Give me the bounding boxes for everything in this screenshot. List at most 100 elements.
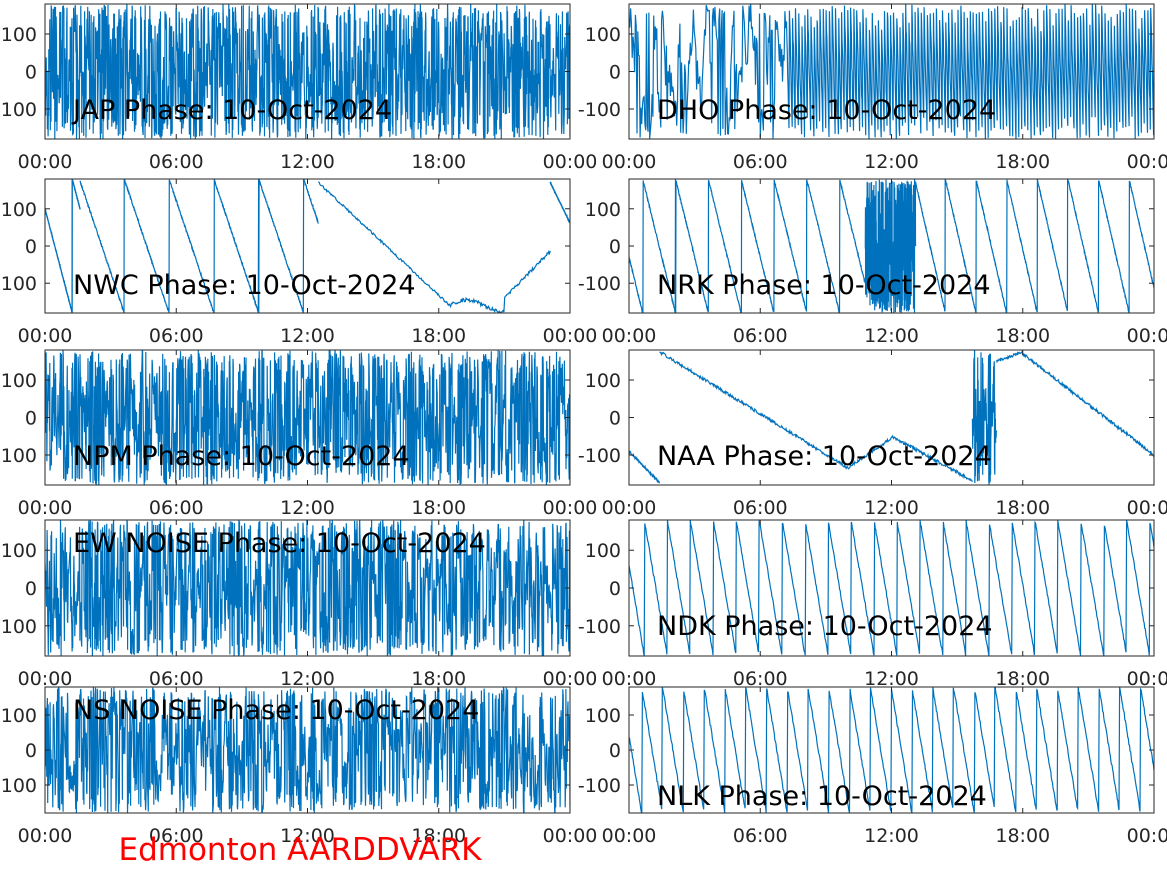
y-tick-label: 0	[609, 740, 621, 762]
y-tick-label: -100	[0, 99, 37, 121]
x-tick-label: 18:00	[995, 325, 1050, 347]
series-line	[45, 350, 570, 485]
x-tick-label: 00:00	[18, 497, 73, 519]
panel-title: DHO Phase: 10-Oct-2024	[657, 95, 996, 126]
series-line	[45, 520, 570, 656]
x-tick-label: 12:00	[864, 151, 919, 173]
x-tick-label: 12:00	[280, 668, 335, 690]
x-tick-label: 18:00	[995, 825, 1050, 847]
y-tick-label: -100	[578, 445, 621, 467]
y-tick-label: -100	[0, 445, 37, 467]
x-tick-label: 12:00	[864, 825, 919, 847]
x-tick-label: 18:00	[995, 668, 1050, 690]
subplot-ew-noise: 00:00 06:00 12:00 18:00 00:00 100 0 -100 EW NOIS…	[0, 519, 598, 690]
y-tick-label: 0	[609, 236, 621, 258]
subplot-jap: 00:00 06:00 12:00 18:00 00:00 100 0 -100 JAP Pha…	[0, 3, 597, 173]
y-tick-label: 100	[585, 540, 621, 562]
y-tick-label: 100	[1, 199, 37, 221]
y-tick-label: 0	[609, 408, 621, 430]
x-tick-label: 18:00	[411, 151, 466, 173]
series-line	[629, 179, 1154, 313]
y-tick-label: 0	[609, 578, 621, 600]
subplot-naa: 00:00 06:00 12:00 18:00 00:00 100 0 -100 NAA Pha…	[578, 349, 1167, 519]
x-tick-label: 12:00	[864, 325, 919, 347]
x-tick-label: 00:00	[18, 151, 73, 173]
x-tick-label: 06:00	[733, 325, 788, 347]
y-tick-label: 0	[25, 236, 37, 258]
y-tick-label: -100	[0, 273, 37, 295]
x-tick-label: 12:00	[280, 151, 335, 173]
panel-title: EW NOISE Phase: 10-Oct-2024	[73, 528, 486, 559]
series-line	[629, 4, 1154, 139]
x-tick-label: 00:00	[18, 668, 73, 690]
y-tick-label: 0	[609, 62, 621, 84]
y-tick-label: -100	[578, 616, 621, 638]
series-line	[629, 520, 1154, 656]
y-tick-label: -100	[0, 775, 37, 797]
x-tick-label: 00:00	[543, 497, 598, 519]
subplot-nrk: 00:00 06:00 12:00 18:00 00:00 100 0 -100 NRK Pha…	[578, 178, 1167, 347]
panel-title: JAP Phase: 10-Oct-2024	[71, 95, 392, 126]
panel-title: NRK Phase: 10-Oct-2024	[657, 270, 991, 301]
y-tick-label: -100	[578, 99, 621, 121]
y-tick-label: 100	[1, 705, 37, 727]
x-tick-label: 06:00	[149, 825, 204, 847]
x-tick-label: 18:00	[411, 668, 466, 690]
panel-title: NDK Phase: 10-Oct-2024	[657, 611, 993, 642]
x-tick-label: 00:00	[602, 668, 657, 690]
series-line	[629, 350, 1154, 485]
x-tick-label: 06:00	[149, 668, 204, 690]
y-tick-label: 0	[25, 62, 37, 84]
x-tick-label: 00:00	[543, 325, 598, 347]
x-tick-label: 12:00	[864, 668, 919, 690]
x-tick-label: 00:00	[1127, 497, 1167, 519]
x-tick-label: 06:00	[733, 497, 788, 519]
panel-title: NWC Phase: 10-Oct-2024	[73, 270, 416, 301]
y-tick-label: 0	[25, 578, 37, 600]
subplot-npm: 00:00 06:00 12:00 18:00 00:00 100 0 -100 NPM Pha…	[0, 349, 598, 519]
y-tick-label: 0	[25, 740, 37, 762]
subplot-dho: 00:00 06:00 12:00 18:00 00:00 100 0 -100 DHO Pha…	[578, 3, 1167, 173]
x-tick-label: 12:00	[280, 825, 335, 847]
x-tick-label: 00:00	[1127, 668, 1167, 690]
y-tick-label: 100	[585, 24, 621, 46]
x-tick-label: 12:00	[280, 497, 335, 519]
series-line	[45, 4, 570, 139]
x-tick-label: 06:00	[149, 497, 204, 519]
x-tick-label: 00:00	[602, 151, 657, 173]
y-tick-label: 100	[1, 370, 37, 392]
x-tick-label: 00:00	[543, 668, 598, 690]
panels: 00:00 06:00 12:00 18:00 00:00 100 0 -100 JAP Pha…	[0, 3, 1167, 847]
x-tick-label: 00:00	[602, 325, 657, 347]
subplot-ns-noise: 00:00 06:00 12:00 18:00 00:00 100 0 -100 NS NOIS…	[0, 686, 598, 847]
panel-title: NPM Phase: 10-Oct-2024	[73, 441, 410, 472]
y-tick-label: -100	[578, 273, 621, 295]
y-tick-label: -100	[578, 775, 621, 797]
x-tick-label: 00:00	[543, 825, 598, 847]
panel-title: NAA Phase: 10-Oct-2024	[657, 441, 992, 472]
x-tick-label: 00:00	[1127, 151, 1167, 173]
x-tick-label: 06:00	[149, 325, 204, 347]
y-tick-label: -100	[0, 616, 37, 638]
x-tick-label: 00:00	[18, 325, 73, 347]
x-tick-label: 00:00	[1127, 325, 1167, 347]
panel-title: NLK Phase: 10-Oct-2024	[657, 781, 987, 812]
series-line	[45, 687, 570, 813]
x-tick-label: 00:00	[1127, 825, 1167, 847]
x-tick-label: 00:00	[602, 497, 657, 519]
x-tick-label: 06:00	[733, 825, 788, 847]
y-tick-label: 100	[585, 199, 621, 221]
x-tick-label: 18:00	[411, 497, 466, 519]
y-tick-label: 100	[1, 540, 37, 562]
x-tick-label: 18:00	[411, 825, 466, 847]
x-tick-label: 06:00	[733, 668, 788, 690]
x-tick-label: 12:00	[864, 497, 919, 519]
x-tick-label: 18:00	[411, 325, 466, 347]
x-tick-label: 00:00	[602, 825, 657, 847]
x-tick-label: 18:00	[995, 497, 1050, 519]
panel-title: NS NOISE Phase: 10-Oct-2024	[73, 695, 479, 726]
x-tick-label: 06:00	[149, 151, 204, 173]
y-tick-label: 100	[585, 370, 621, 392]
subplot-nlk: 00:00 06:00 12:00 18:00 00:00 100 0 -100 NLK Pha…	[578, 686, 1167, 847]
